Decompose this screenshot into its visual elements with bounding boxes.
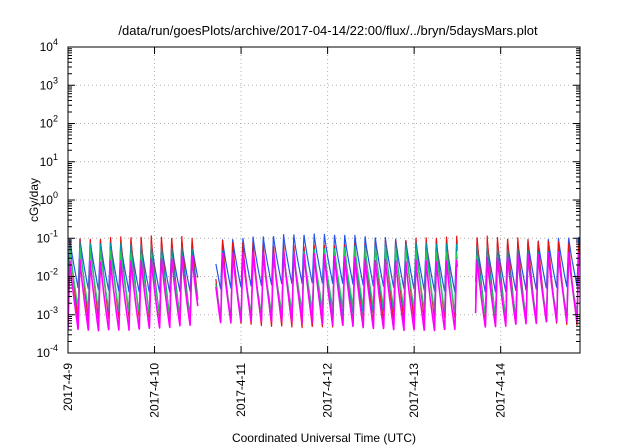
y-tick-label: 102 [40,114,58,131]
x-tick-label: 2017-4-10 [148,363,162,418]
y-tick-label: 10-1 [37,228,58,245]
y-tick-label: 10-2 [37,267,58,284]
plot-area [68,233,580,332]
series-line [68,250,580,332]
x-tick-label: 2017-4-9 [61,363,75,411]
y-tick-label: 10-4 [37,343,58,360]
x-tick-label: 2017-4-13 [407,363,421,418]
chart-title: /data/run/goesPlots/archive/2017-04-14/2… [118,23,538,38]
x-tick-label: 2017-4-12 [321,363,335,418]
y-tick-label: 104 [40,37,58,54]
y-tick-label: 103 [40,75,58,92]
y-tick-label: 101 [40,152,58,169]
y-axis-label: cGy/day [27,178,41,222]
x-axis: 2017-4-9 2017-4-10 2017-4-11 2017-4-12 2017-… [61,47,508,418]
y-tick-label: 10-3 [37,305,58,322]
x-axis-label: Coordinated Universal Time (UTC) [232,431,416,445]
y-axis: 10-4 10-3 10-2 10-1 100 101 102 103 104 [37,37,580,360]
y-tick-label: 100 [40,190,58,207]
x-tick-label: 2017-4-14 [494,363,508,418]
x-tick-label: 2017-4-11 [234,363,248,417]
